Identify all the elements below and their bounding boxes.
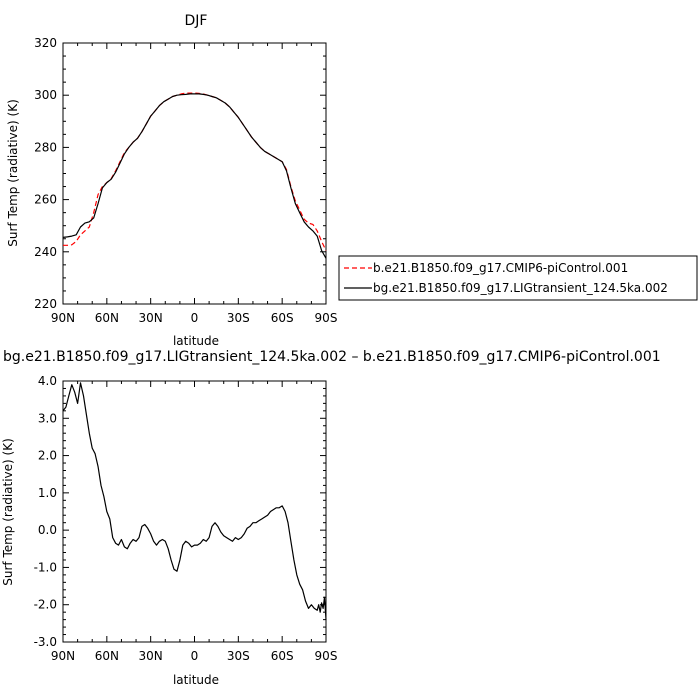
- x-tick-label: 0: [191, 311, 199, 325]
- legend-label-control: b.e21.B1850.f09_g17.CMIP6-piControl.001: [373, 261, 628, 275]
- bottom-plot-xlabel: latitude: [173, 673, 219, 687]
- x-tick-label: 90N: [51, 311, 75, 325]
- y-tick-label: 320: [34, 36, 57, 50]
- bottom-plot-ylabel: Surf Temp (radiative) (K): [1, 438, 15, 586]
- x-tick-label: 60S: [271, 649, 294, 663]
- y-tick-label: 280: [34, 140, 57, 154]
- y-tick-label: 0.0: [38, 523, 57, 537]
- top-plot: DJF 90N 60N 30N 0 30S 60S 90S 220 240 260 280 300 32…: [6, 13, 337, 348]
- bottom-plot-ticks: 90N 60N 30N 0 30S 60S 90S -3.0 -2.0 -1.0 0.0 1.0 2.0…: [34, 374, 338, 663]
- bottom-plot-title: bg.e21.B1850.f09_g17.LIGtransient_124.5k…: [3, 349, 661, 365]
- x-tick-label: 0: [191, 649, 199, 663]
- x-tick-label: 30N: [139, 311, 163, 325]
- bottom-plot: bg.e21.B1850.f09_g17.LIGtransient_124.5k…: [1, 349, 661, 687]
- legend: b.e21.B1850.f09_g17.CMIP6-piControl.001 …: [338, 255, 698, 301]
- legend-box: [338, 255, 698, 301]
- top-plot-xlabel: latitude: [173, 334, 219, 348]
- y-tick-label: 220: [34, 297, 57, 311]
- y-tick-label: 4.0: [38, 374, 57, 388]
- x-tick-label: 30N: [139, 649, 163, 663]
- x-tick-label: 90N: [51, 649, 75, 663]
- y-tick-label: 300: [34, 88, 57, 102]
- top-plot-series: [62, 92, 327, 259]
- x-tick-label: 60N: [95, 311, 119, 325]
- bottom-plot-series: [62, 382, 327, 620]
- y-tick-label: 260: [34, 193, 57, 207]
- y-tick-label: -2.0: [34, 598, 57, 612]
- y-tick-label: 1.0: [38, 486, 57, 500]
- top-plot-ticks: 90N 60N 30N 0 30S 60S 90S 220 240 260 280 300 320: [34, 36, 337, 325]
- series-line-0-1: [62, 93, 327, 259]
- y-tick-label: -1.0: [34, 560, 57, 574]
- x-tick-label: 60S: [271, 311, 294, 325]
- top-plot-frame: [62, 42, 327, 305]
- x-tick-label: 30S: [227, 649, 250, 663]
- x-tick-label: 90S: [315, 649, 338, 663]
- x-tick-label: 30S: [227, 311, 250, 325]
- bottom-plot-frame: [62, 380, 327, 643]
- y-tick-label: 3.0: [38, 411, 57, 425]
- top-plot-ylabel: Surf Temp (radiative) (K): [6, 99, 20, 247]
- x-tick-label: 60N: [95, 649, 119, 663]
- legend-label-transient: bg.e21.B1850.f09_g17.LIGtransient_124.5k…: [373, 281, 668, 295]
- top-plot-title: DJF: [185, 13, 208, 29]
- series-line-1-0: [62, 382, 327, 620]
- y-tick-label: 240: [34, 245, 57, 259]
- x-tick-label: 90S: [315, 311, 338, 325]
- y-tick-label: 2.0: [38, 449, 57, 463]
- y-tick-label: -3.0: [34, 635, 57, 649]
